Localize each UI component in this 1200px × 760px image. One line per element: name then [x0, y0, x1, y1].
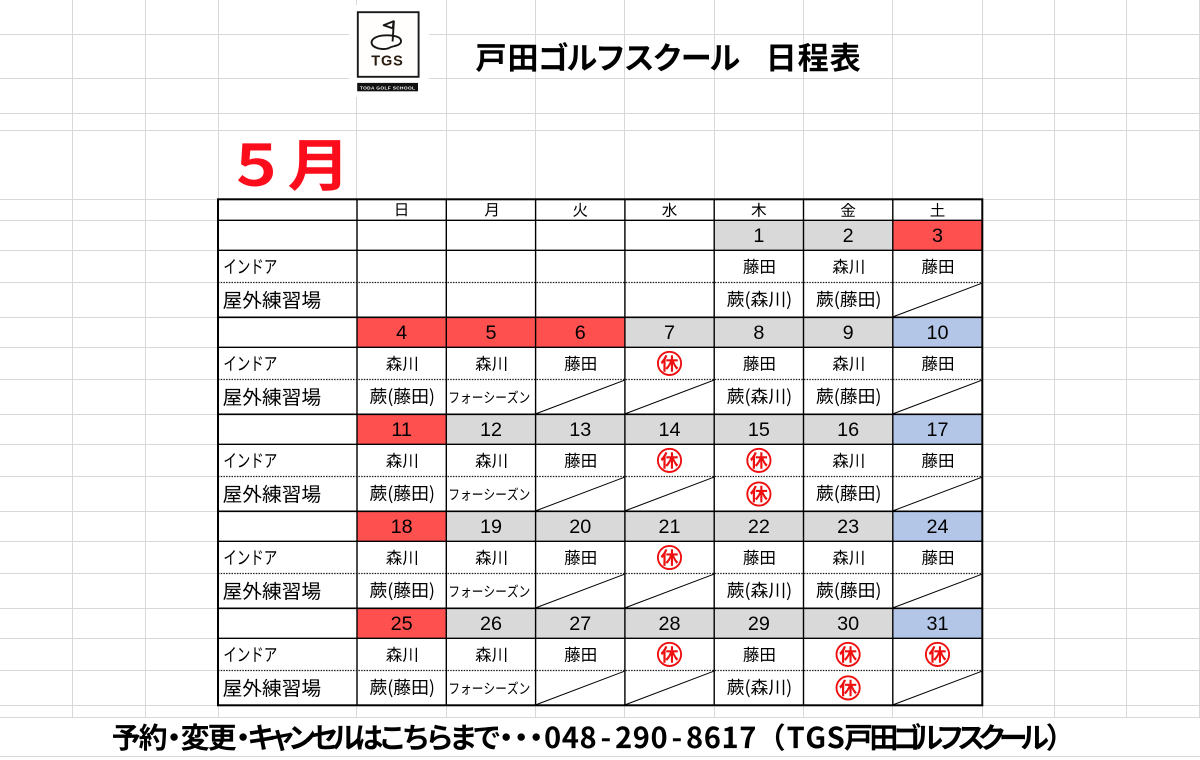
svg-text:5: 5 [485, 322, 496, 344]
svg-text:13: 13 [569, 419, 591, 441]
svg-text:20: 20 [569, 516, 591, 538]
svg-text:19: 19 [480, 516, 502, 538]
svg-text:12: 12 [480, 419, 502, 441]
svg-text:24: 24 [926, 516, 948, 538]
svg-text:30: 30 [837, 613, 859, 635]
svg-text:28: 28 [658, 613, 680, 635]
svg-text:26: 26 [480, 613, 502, 635]
svg-text:2: 2 [843, 225, 854, 247]
svg-text:7: 7 [664, 322, 675, 344]
svg-text:3: 3 [932, 225, 943, 247]
svg-text:6: 6 [575, 322, 586, 344]
svg-text:27: 27 [569, 613, 591, 635]
svg-text:29: 29 [748, 613, 770, 635]
svg-text:14: 14 [658, 419, 680, 441]
svg-text:8: 8 [753, 322, 764, 344]
svg-text:TODA GOLF SCHOOL: TODA GOLF SCHOOL [360, 86, 415, 92]
svg-text:23: 23 [837, 516, 859, 538]
svg-text:10: 10 [926, 322, 948, 344]
svg-text:1: 1 [753, 225, 764, 247]
svg-text:9: 9 [843, 322, 854, 344]
svg-text:21: 21 [658, 516, 680, 538]
svg-text:TGS: TGS [371, 53, 404, 69]
svg-text:15: 15 [748, 419, 770, 441]
svg-text:11: 11 [391, 419, 412, 441]
svg-text:16: 16 [837, 419, 859, 441]
svg-text:31: 31 [926, 613, 948, 635]
svg-text:4: 4 [396, 322, 407, 344]
svg-text:25: 25 [391, 613, 413, 635]
svg-text:18: 18 [391, 516, 413, 538]
svg-text:17: 17 [926, 419, 948, 441]
svg-text:22: 22 [748, 516, 770, 538]
